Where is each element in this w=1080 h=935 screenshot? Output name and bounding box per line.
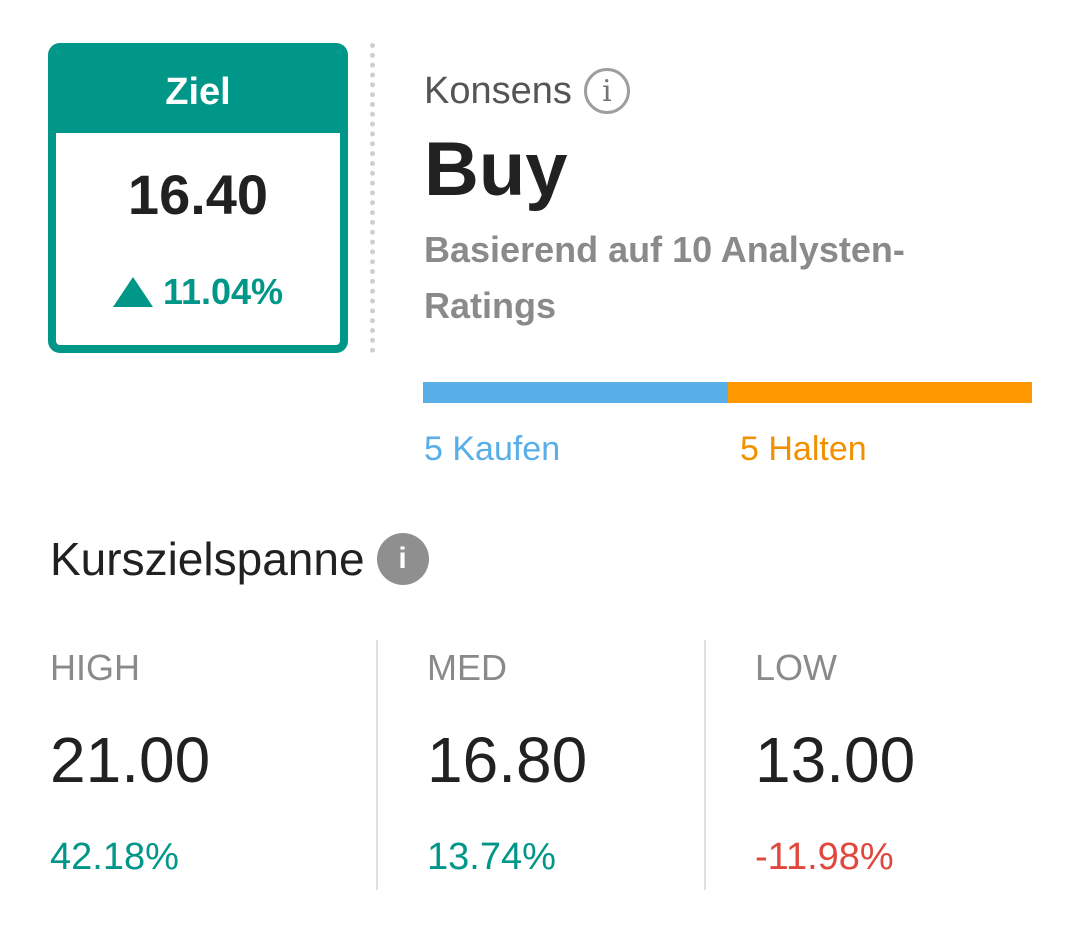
column-value: 13.00 — [755, 724, 916, 796]
price-range-header: Kurszielspanne i — [50, 533, 429, 585]
column-percent: -11.98% — [755, 836, 894, 878]
target-price-card: Ziel 16.40 11.04% — [48, 43, 348, 353]
target-header: Ziel — [56, 51, 340, 133]
rating-label-halten: 5 Halten — [740, 430, 867, 468]
target-change: 11.04% — [56, 274, 340, 310]
consensus-label: Konsens — [424, 70, 572, 112]
price-range-column-high: HIGH 21.00 42.18% — [50, 640, 350, 890]
column-percent: 42.18% — [50, 836, 179, 878]
column-label: MED — [427, 647, 507, 688]
info-filled-icon[interactable]: i — [376, 533, 429, 585]
rating-distribution-bar — [423, 382, 1032, 403]
column-value: 21.00 — [50, 724, 211, 796]
column-label: HIGH — [50, 647, 140, 688]
consensus-description: Basierend auf 10 Analysten-Ratings — [424, 229, 905, 326]
column-percent: 13.74% — [427, 836, 556, 878]
target-change-value: 11.04% — [162, 271, 284, 312]
column-label: LOW — [755, 647, 838, 688]
consensus-header: Konsens i — [424, 68, 630, 114]
column-divider — [704, 640, 706, 890]
column-value: 16.80 — [427, 724, 588, 796]
rating-bar-segment-kaufen — [423, 382, 728, 403]
consensus-rating: Buy — [424, 127, 568, 212]
rating-bar-segment-halten — [727, 382, 1032, 403]
price-range-column-low: LOW 13.00 -11.98% — [755, 640, 1055, 890]
target-value: 16.40 — [127, 163, 269, 226]
up-triangle-icon — [112, 277, 153, 307]
dotted-divider — [370, 43, 375, 353]
price-range-column-med: MED 16.80 13.74% — [427, 640, 687, 890]
price-range-title: Kurszielspanne — [50, 533, 365, 585]
rating-label-kaufen: 5 Kaufen — [424, 430, 561, 468]
info-outline-icon[interactable]: i — [583, 68, 630, 114]
column-divider — [376, 640, 378, 890]
